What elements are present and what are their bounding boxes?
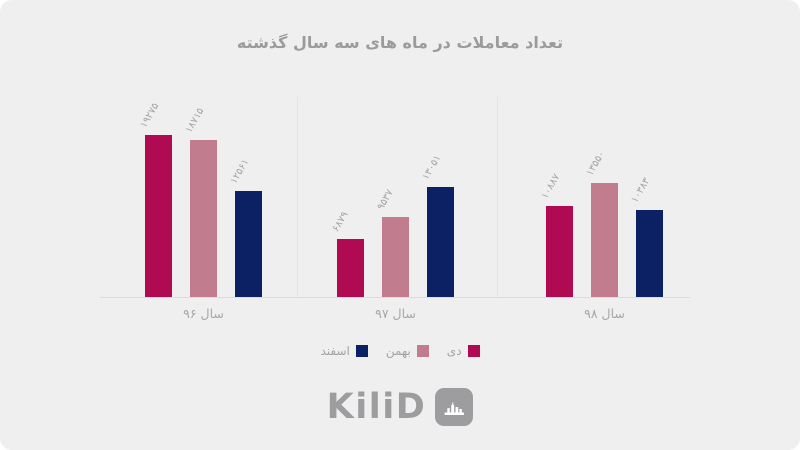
bar-value-label: ۱۳۰۵۱ <box>420 153 444 182</box>
bar-value-label: ۹۵۳۷ <box>375 187 396 212</box>
bar-group: ۱۰۸۸۷ ۱۳۵۵۰ ۱۰۳۸۳ <box>539 149 663 297</box>
legend-swatch-dey <box>467 345 480 357</box>
kilid-skyline-icon <box>435 388 474 426</box>
brand-logo-text: KiliD <box>326 387 427 427</box>
chart-legend: دی بهمن اسفند <box>0 344 800 358</box>
chart-plot: ۱۹۲۷۵ ۱۸۷۱۵ ۱۲۵۶۱ سال ۹۶ ۶۸۷۹ ۹۵۳۷ ۱۳۰۵۱ سال ۹۷… <box>100 97 690 321</box>
x-axis-label: سال ۹۶ <box>183 306 224 321</box>
bar-bahman: ۱۳۵۵۰ <box>584 149 618 297</box>
bar-group: ۱۹۲۷۵ ۱۸۷۱۵ ۱۲۵۶۱ <box>138 101 262 297</box>
x-axis-label: سال ۹۸ <box>584 306 625 321</box>
bar-value-label: ۱۲۵۶۱ <box>228 157 252 186</box>
legend-label: دی <box>446 344 462 358</box>
bar-value-label: ۱۳۵۵۰ <box>584 149 608 178</box>
group-separator <box>497 97 498 297</box>
legend-label: اسفند <box>320 344 350 358</box>
bar-value-label: ۱۰۸۸۷ <box>539 172 563 201</box>
bar-esfand: ۱۲۵۶۱ <box>228 157 262 297</box>
bar-esfand: ۱۰۳۸۳ <box>629 176 663 297</box>
legend-swatch-esfand <box>355 345 368 357</box>
bar-value-label: ۱۰۳۸۳ <box>629 176 653 205</box>
bar-esfand: ۱۳۰۵۱ <box>420 153 454 297</box>
chart-title: تعداد معاملات در ماه های سه سال گذشته <box>236 33 564 52</box>
brand-logo: KiliD <box>0 388 800 426</box>
bar-dey: ۱۰۸۸۷ <box>539 172 573 297</box>
bar-bahman: ۹۵۳۷ <box>375 188 409 297</box>
group-separator <box>297 97 298 297</box>
bar-value-label: ۱۸۷۱۵ <box>183 106 207 135</box>
bar-bahman: ۱۸۷۱۵ <box>183 106 217 297</box>
legend-item-bahman: بهمن <box>386 344 429 358</box>
legend-label: بهمن <box>385 344 411 358</box>
bar-group: ۶۸۷۹ ۹۵۳۷ ۱۳۰۵۱ <box>330 153 454 297</box>
legend-swatch-bahman <box>416 345 429 357</box>
legend-item-dey: دی <box>447 344 480 358</box>
bar-dey: ۶۸۷۹ <box>330 210 364 297</box>
x-axis-label: سال ۹۷ <box>375 306 416 321</box>
bar-value-label: ۱۹۲۷۵ <box>138 101 162 130</box>
legend-item-esfand: اسفند <box>320 344 368 358</box>
bar-value-label: ۶۸۷۹ <box>330 209 351 234</box>
bar-dey: ۱۹۲۷۵ <box>138 101 172 297</box>
